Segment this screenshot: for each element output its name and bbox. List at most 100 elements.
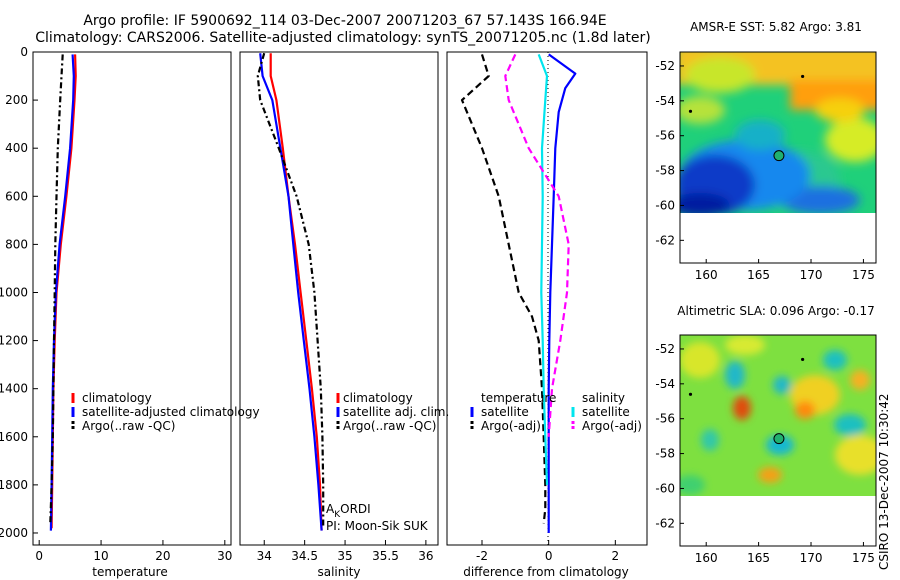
- series-line-temperature-satellite: [547, 53, 577, 533]
- series-line-salinity-satellite: [537, 54, 549, 485]
- sla-green-patch-a: [680, 475, 705, 495]
- map-y-tick-label: -60: [655, 198, 675, 212]
- series-line-salinity-argo-adj: [504, 53, 570, 437]
- sst-cool-patch-d: [735, 120, 785, 150]
- map-y-tick-label: -58: [655, 164, 675, 178]
- legend-satellite-label: satellite-adjusted climatology: [82, 405, 260, 419]
- series-line-climatology: [269, 53, 323, 531]
- map-y-tick-label: -54: [655, 94, 675, 108]
- float-annotation: AKORDI PI: Moon-Sik SUK: [326, 502, 429, 533]
- sla-empty-area: [680, 496, 876, 546]
- y-tick-label: 800: [5, 237, 28, 251]
- x-tick-label: 0: [35, 549, 43, 563]
- sst-warm-patch-c: [680, 96, 725, 124]
- series-line-argo-raw-qc: [49, 54, 64, 524]
- series-line-satellite-adj-clim: [259, 53, 323, 531]
- x-tick-label: 2: [612, 549, 620, 563]
- difference-panel: -2 0 2 temperature satellite Argo(-adj) sa…: [446, 51, 648, 579]
- sla-orange-patch-c: [758, 467, 782, 483]
- series-line-temperature-argo-adj: [460, 54, 547, 524]
- sla-yellow-patch-a: [680, 342, 720, 378]
- map-y-tick-label: -52: [655, 59, 675, 73]
- x-tick-label: 34.5: [291, 549, 318, 563]
- map-x-tick-label: 160: [695, 551, 718, 565]
- temperature-legend: climatology satellite-adjusted climatolo…: [71, 391, 260, 433]
- series-line-argo-raw-qc: [256, 52, 325, 526]
- map-y-tick-label: -54: [655, 377, 675, 391]
- difference-axes-frame: [446, 51, 648, 546]
- sst-map-frame: [679, 51, 877, 264]
- sst-map: AMSR-E SST: 5.82 Argo: 3.81 -52 -54 -56 -58…: [655, 20, 877, 282]
- map-x-tick-label: 170: [800, 551, 823, 565]
- map-x-tick-label: 160: [695, 268, 718, 282]
- sla-cyan-patch-d: [766, 435, 794, 455]
- sla-cyan-patch-e: [834, 414, 866, 436]
- x-tick-label: 30: [217, 549, 232, 563]
- salinity-xlabel: salinity: [317, 565, 360, 579]
- float-pi: PI: Moon-Sik SUK: [326, 519, 429, 533]
- x-tick-label: 35.5: [372, 549, 399, 563]
- difference-xlabel: difference from climatology: [463, 565, 629, 579]
- difference-legend-temperature: temperature satellite Argo(-adj): [470, 391, 556, 433]
- salinity-axes-frame: [239, 51, 439, 546]
- legend-satellite-label: satellite adj. clim.: [343, 405, 449, 419]
- x-tick-label: 10: [93, 549, 108, 563]
- temperature-xlabel: temperature: [92, 565, 167, 579]
- legend-argo-label: Argo(..raw -QC): [82, 419, 175, 433]
- sst-warm-patch-b: [825, 118, 876, 162]
- sla-orange-patch-a: [733, 396, 751, 420]
- x-tick-label: 0: [545, 549, 553, 563]
- sla-cyan-patch-f: [701, 429, 719, 451]
- map-x-tick-label: 175: [852, 551, 875, 565]
- x-tick-label: 35: [337, 549, 352, 563]
- legend-temperature-heading: temperature: [481, 391, 556, 405]
- y-tick-label: 1600: [0, 430, 28, 444]
- map-x-tick-label: 165: [747, 551, 770, 565]
- map-y-tick-label: -62: [655, 233, 675, 247]
- legend-temperature-argo-label: Argo(-adj): [481, 419, 541, 433]
- sla-field: [680, 335, 876, 496]
- argo-profile-marker: [773, 150, 785, 162]
- sst-warm-patch-d: [815, 98, 865, 122]
- y-tick-label: 400: [5, 141, 28, 155]
- difference-legend-salinity: salinity satellite Argo(-adj): [571, 391, 642, 433]
- y-tick-label: 1000: [0, 285, 28, 299]
- other-float-marker: [801, 357, 805, 362]
- legend-salinity-heading: salinity: [582, 391, 625, 405]
- legend-salinity-argo-label: Argo(-adj): [582, 419, 642, 433]
- salinity-legend: climatology satellite adj. clim. Argo(..…: [336, 391, 449, 433]
- sla-yellow-patch-c: [835, 435, 876, 475]
- y-tick-label: 600: [5, 189, 28, 203]
- map-x-tick-label: 175: [852, 268, 875, 282]
- sst-cold-patch-b: [680, 193, 730, 213]
- sst-field: [680, 52, 876, 213]
- figure-title-line1: Argo profile: IF 5900692_114 03-Dec-2007…: [83, 13, 606, 29]
- x-tick-label: 20: [155, 549, 170, 563]
- map-x-tick-label: 165: [747, 268, 770, 282]
- y-tick-label: 1800: [0, 478, 28, 492]
- map-y-tick-label: -62: [655, 516, 675, 530]
- legend-climatology-label: climatology: [82, 391, 152, 405]
- other-float-marker: [801, 74, 805, 79]
- float-name: AKORDI: [326, 502, 371, 520]
- figure-title-line2: Climatology: CARS2006. Satellite-adjuste…: [35, 30, 650, 46]
- sst-warm-patch-a: [685, 57, 755, 93]
- y-tick-label: 2000: [0, 526, 28, 540]
- map-y-tick-label: -60: [655, 481, 675, 495]
- sla-map-frame: [679, 334, 877, 547]
- sla-cyan-patch-a: [725, 361, 745, 389]
- map-y-tick-label: -56: [655, 129, 675, 143]
- argo-profile-marker: [773, 433, 785, 445]
- sst-map-title: AMSR-E SST: 5.82 Argo: 3.81: [690, 20, 862, 34]
- sla-orange-patch-d: [850, 370, 870, 390]
- map-y-tick-label: -52: [655, 342, 675, 356]
- sla-orange-patch-b: [795, 401, 815, 419]
- series-line-satellite-adjusted-climatology: [49, 54, 75, 531]
- other-float-marker: [688, 392, 693, 396]
- y-tick-label: 200: [5, 93, 28, 107]
- map-y-tick-label: -56: [655, 412, 675, 426]
- y-tick-label: 0: [20, 45, 28, 59]
- temperature-panel: 0 200 400 600 800 1000 1200 1400 1600 1800 2000 0 1…: [0, 45, 260, 579]
- y-tick-label: 1200: [0, 334, 28, 348]
